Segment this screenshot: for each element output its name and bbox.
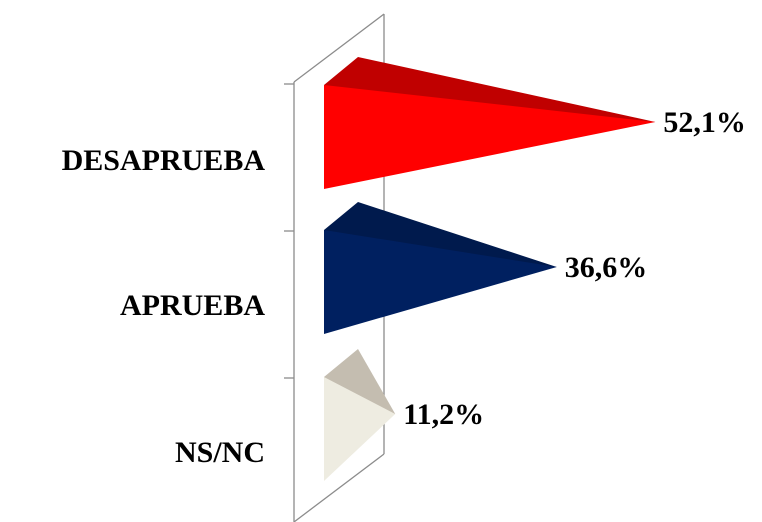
axis-bottom-depth-line xyxy=(293,453,385,522)
value-label-aprueba: 36,6% xyxy=(565,251,648,284)
cone-bar-desaprueba xyxy=(324,85,656,189)
cone-bar-ns-nc xyxy=(324,377,396,481)
value-labels: 52,1% 36,6% 11,2% xyxy=(403,106,746,431)
value-label-ns-nc: 11,2% xyxy=(403,398,484,431)
category-labels: DESAPRUEBA APRUEBA NS/NC xyxy=(62,144,266,469)
category-label-aprueba: APRUEBA xyxy=(120,289,265,322)
value-label-desaprueba: 52,1% xyxy=(663,106,746,139)
axis-top-depth-line xyxy=(293,13,385,83)
category-label-ns-nc: NS/NC xyxy=(175,436,265,469)
cone-bar-aprueba xyxy=(324,230,557,334)
chart-bars xyxy=(324,57,656,481)
category-label-desaprueba: DESAPRUEBA xyxy=(62,144,266,177)
